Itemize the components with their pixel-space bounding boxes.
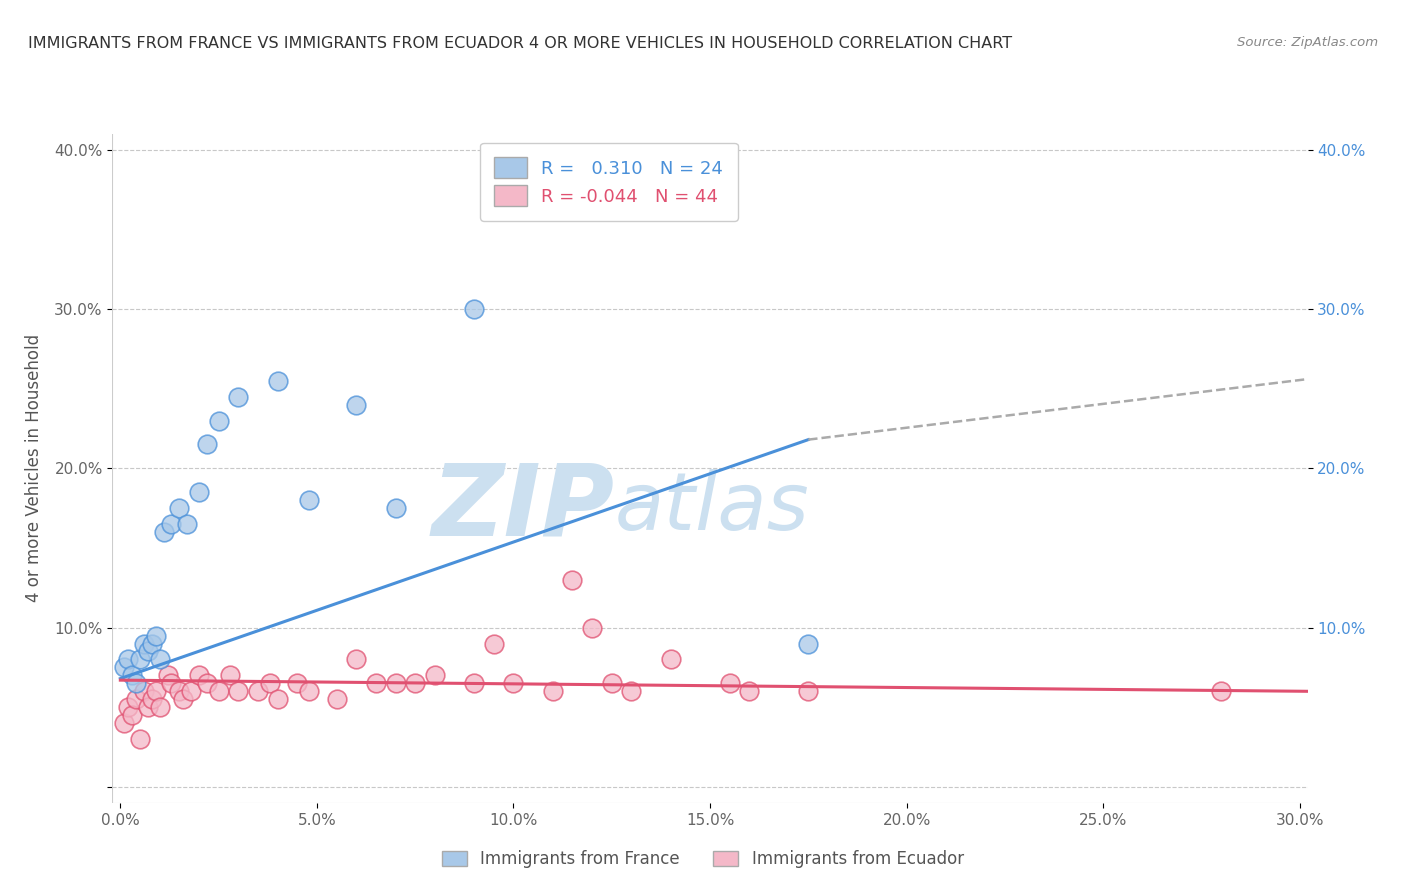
- Point: [344, 652, 367, 666]
- Point: [125, 676, 148, 690]
- Point: [160, 517, 183, 532]
- Point: [246, 684, 269, 698]
- Text: IMMIGRANTS FROM FRANCE VS IMMIGRANTS FROM ECUADOR 4 OR MORE VEHICLES IN HOUSEHOL: IMMIGRANTS FROM FRANCE VS IMMIGRANTS FRO…: [28, 36, 1012, 51]
- Point: [160, 676, 183, 690]
- Point: [1209, 684, 1232, 698]
- Point: [659, 652, 682, 666]
- Point: [145, 684, 167, 698]
- Point: [463, 301, 485, 316]
- Point: [259, 676, 281, 690]
- Point: [797, 636, 820, 650]
- Point: [561, 573, 583, 587]
- Point: [266, 692, 288, 706]
- Point: [797, 684, 820, 698]
- Point: [285, 676, 308, 690]
- Point: [169, 501, 191, 516]
- Point: [112, 660, 135, 674]
- Point: [112, 716, 135, 731]
- Point: [298, 684, 321, 698]
- Point: [266, 374, 288, 388]
- Point: [136, 700, 159, 714]
- Point: [195, 676, 218, 690]
- Point: [718, 676, 741, 690]
- Point: [188, 485, 211, 500]
- Point: [188, 668, 211, 682]
- Point: [152, 524, 174, 539]
- Text: Source: ZipAtlas.com: Source: ZipAtlas.com: [1237, 36, 1378, 49]
- Point: [117, 700, 139, 714]
- Point: [132, 636, 155, 650]
- Point: [226, 390, 249, 404]
- Point: [541, 684, 564, 698]
- Point: [176, 517, 198, 532]
- Point: [149, 700, 172, 714]
- Point: [136, 644, 159, 658]
- Point: [121, 668, 143, 682]
- Point: [298, 493, 321, 508]
- Point: [132, 684, 155, 698]
- Y-axis label: 4 or more Vehicles in Household: 4 or more Vehicles in Household: [25, 334, 44, 602]
- Text: ZIP: ZIP: [432, 460, 614, 557]
- Point: [423, 668, 446, 682]
- Point: [141, 636, 163, 650]
- Point: [195, 437, 218, 451]
- Legend: R =   0.310   N = 24, R = -0.044   N = 44: R = 0.310 N = 24, R = -0.044 N = 44: [479, 143, 738, 220]
- Point: [219, 668, 242, 682]
- Point: [325, 692, 347, 706]
- Point: [156, 668, 179, 682]
- Point: [172, 692, 194, 706]
- Point: [600, 676, 623, 690]
- Point: [207, 413, 229, 427]
- Point: [121, 708, 143, 723]
- Point: [384, 676, 406, 690]
- Point: [384, 501, 406, 516]
- Point: [364, 676, 387, 690]
- Point: [620, 684, 643, 698]
- Point: [117, 652, 139, 666]
- Point: [145, 628, 167, 642]
- Point: [502, 676, 524, 690]
- Legend: Immigrants from France, Immigrants from Ecuador: Immigrants from France, Immigrants from …: [436, 844, 970, 875]
- Point: [404, 676, 426, 690]
- Point: [738, 684, 761, 698]
- Point: [129, 732, 152, 747]
- Point: [207, 684, 229, 698]
- Point: [180, 684, 202, 698]
- Point: [129, 652, 152, 666]
- Point: [581, 621, 603, 635]
- Point: [125, 692, 148, 706]
- Point: [149, 652, 172, 666]
- Point: [141, 692, 163, 706]
- Text: atlas: atlas: [614, 469, 810, 548]
- Point: [226, 684, 249, 698]
- Point: [169, 684, 191, 698]
- Point: [463, 676, 485, 690]
- Point: [344, 398, 367, 412]
- Point: [482, 636, 505, 650]
